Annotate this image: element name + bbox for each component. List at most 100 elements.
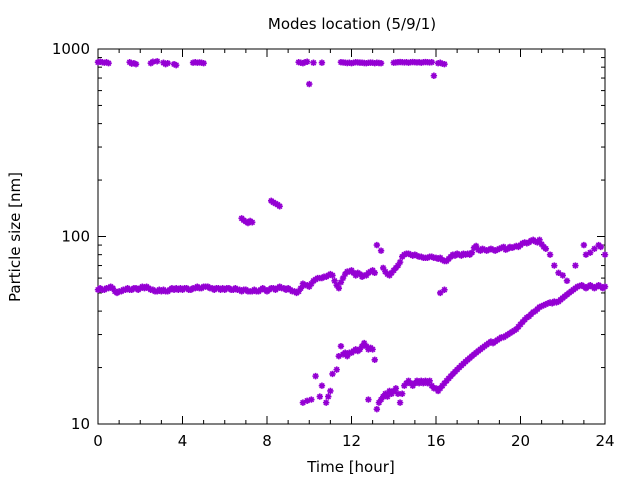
- data-point: [373, 241, 381, 249]
- data-point: [356, 346, 364, 353]
- data-point: [384, 393, 391, 400]
- data-point: [538, 302, 545, 310]
- data-point: [333, 281, 340, 289]
- data-point: [388, 269, 395, 277]
- data-point: [441, 286, 448, 293]
- data-point: [308, 396, 315, 403]
- data-point: [348, 267, 355, 274]
- data-point: [582, 251, 590, 258]
- data-point: [327, 387, 334, 395]
- data-point: [580, 241, 588, 249]
- data-point: [371, 356, 378, 363]
- data-point: [538, 240, 545, 248]
- data-point: [494, 246, 501, 253]
- data-point: [508, 244, 516, 252]
- data-point: [428, 382, 435, 389]
- data-point: [306, 80, 313, 88]
- data-point: [555, 269, 562, 277]
- data-point: [333, 366, 340, 373]
- data-point: [312, 372, 319, 380]
- data-point: [377, 247, 385, 254]
- data-point: [356, 270, 364, 278]
- data-point: [407, 380, 414, 387]
- data-point: [498, 244, 505, 252]
- data-point: [386, 272, 393, 279]
- data-point: [437, 385, 444, 392]
- data-point: [369, 267, 376, 274]
- y-axis: 10 100 1000: [52, 40, 605, 433]
- data-point: [441, 60, 448, 68]
- data-point: [109, 284, 116, 292]
- data-point: [401, 382, 408, 389]
- chart-title: Modes location (5/9/1): [268, 15, 436, 33]
- data-point: [394, 262, 402, 269]
- data-point: [481, 246, 488, 253]
- data-point: [597, 243, 604, 251]
- data-point: [430, 72, 438, 79]
- data-point: [439, 382, 446, 389]
- data-point: [532, 238, 539, 245]
- data-point: [572, 262, 579, 269]
- data-point: [434, 387, 442, 395]
- data-point: [382, 390, 389, 397]
- data-point: [513, 242, 520, 250]
- data-point: [437, 289, 444, 297]
- data-point: [551, 262, 558, 269]
- data-point: [371, 269, 378, 277]
- data-point: [337, 279, 345, 286]
- data-point: [337, 342, 345, 350]
- plot-frame: [97, 48, 606, 425]
- data-point: [322, 399, 330, 406]
- data-point: [396, 399, 404, 406]
- data-point: [339, 274, 347, 282]
- data-point: [563, 277, 571, 285]
- y-axis-label: Particle size [nm]: [6, 172, 24, 302]
- data-point: [335, 284, 343, 292]
- data-point: [360, 339, 368, 347]
- data-point: [318, 59, 326, 66]
- data-point: [546, 251, 554, 258]
- data-point: [162, 60, 169, 68]
- data-point: [335, 352, 343, 360]
- data-point: [308, 280, 315, 287]
- data-point: [542, 245, 550, 252]
- data-point: [303, 58, 311, 65]
- data-point: [437, 59, 444, 66]
- data-point: [475, 246, 482, 253]
- data-point: [489, 246, 497, 253]
- data-point: [341, 270, 349, 278]
- data-point: [534, 239, 541, 246]
- data-point: [358, 342, 366, 350]
- data-point: [172, 61, 180, 69]
- y-tick-label: 100: [61, 228, 90, 246]
- data-point: [103, 59, 110, 66]
- x-tick-label: 8: [262, 432, 272, 450]
- data-point: [310, 59, 317, 66]
- data-point: [399, 390, 406, 397]
- data-point: [510, 243, 518, 251]
- data-point: [428, 59, 435, 66]
- data-point: [502, 246, 509, 253]
- data-point: [299, 59, 307, 67]
- data-point: [105, 59, 112, 67]
- data-point: [601, 283, 609, 290]
- data-point: [149, 58, 157, 65]
- data-point: [496, 245, 503, 252]
- data-point: [377, 59, 385, 67]
- data-point: [390, 387, 397, 395]
- data-point: [546, 299, 554, 306]
- data-point: [363, 342, 370, 350]
- data-point: [523, 240, 531, 247]
- data-point: [513, 326, 520, 333]
- data-point: [472, 242, 480, 250]
- data-point: [200, 59, 207, 67]
- data-point: [295, 288, 302, 295]
- data-point: [500, 243, 507, 251]
- x-tick-label: 16: [426, 432, 445, 450]
- data-point: [379, 264, 387, 272]
- data-point: [329, 370, 336, 378]
- data-point: [341, 349, 349, 356]
- data-point: [276, 203, 283, 210]
- data-point: [544, 300, 552, 307]
